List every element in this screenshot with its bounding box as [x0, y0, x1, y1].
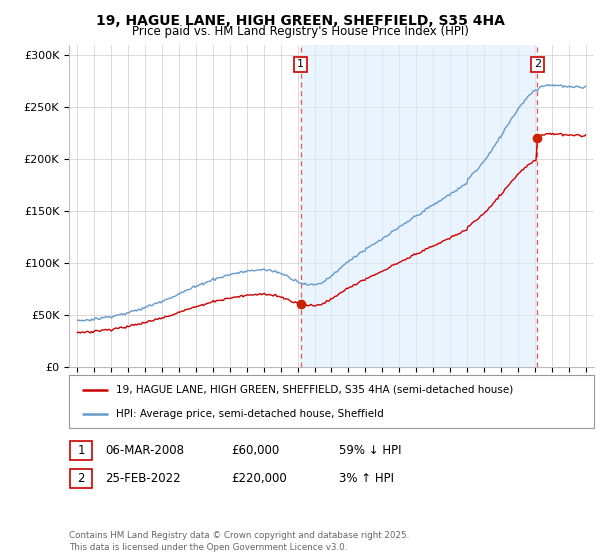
Text: 19, HAGUE LANE, HIGH GREEN, SHEFFIELD, S35 4HA (semi-detached house): 19, HAGUE LANE, HIGH GREEN, SHEFFIELD, S…	[116, 385, 514, 395]
Text: £220,000: £220,000	[231, 472, 287, 486]
Text: 19, HAGUE LANE, HIGH GREEN, SHEFFIELD, S35 4HA: 19, HAGUE LANE, HIGH GREEN, SHEFFIELD, S…	[95, 14, 505, 28]
Text: £60,000: £60,000	[231, 444, 279, 457]
Text: 2: 2	[534, 59, 541, 69]
Text: 59% ↓ HPI: 59% ↓ HPI	[339, 444, 401, 457]
Bar	[301, 45, 537, 367]
Text: Contains HM Land Registry data © Crown copyright and database right 2025.
This d: Contains HM Land Registry data © Crown c…	[69, 531, 409, 552]
Text: 1: 1	[297, 59, 304, 69]
Text: 06-MAR-2008: 06-MAR-2008	[105, 444, 184, 457]
Text: Price paid vs. HM Land Registry's House Price Index (HPI): Price paid vs. HM Land Registry's House …	[131, 25, 469, 38]
Text: HPI: Average price, semi-detached house, Sheffield: HPI: Average price, semi-detached house,…	[116, 409, 384, 419]
Text: 2: 2	[77, 472, 85, 486]
FancyBboxPatch shape	[70, 469, 92, 488]
Text: 1: 1	[77, 444, 85, 457]
FancyBboxPatch shape	[70, 441, 92, 460]
Text: 25-FEB-2022: 25-FEB-2022	[105, 472, 181, 486]
Text: 3% ↑ HPI: 3% ↑ HPI	[339, 472, 394, 486]
